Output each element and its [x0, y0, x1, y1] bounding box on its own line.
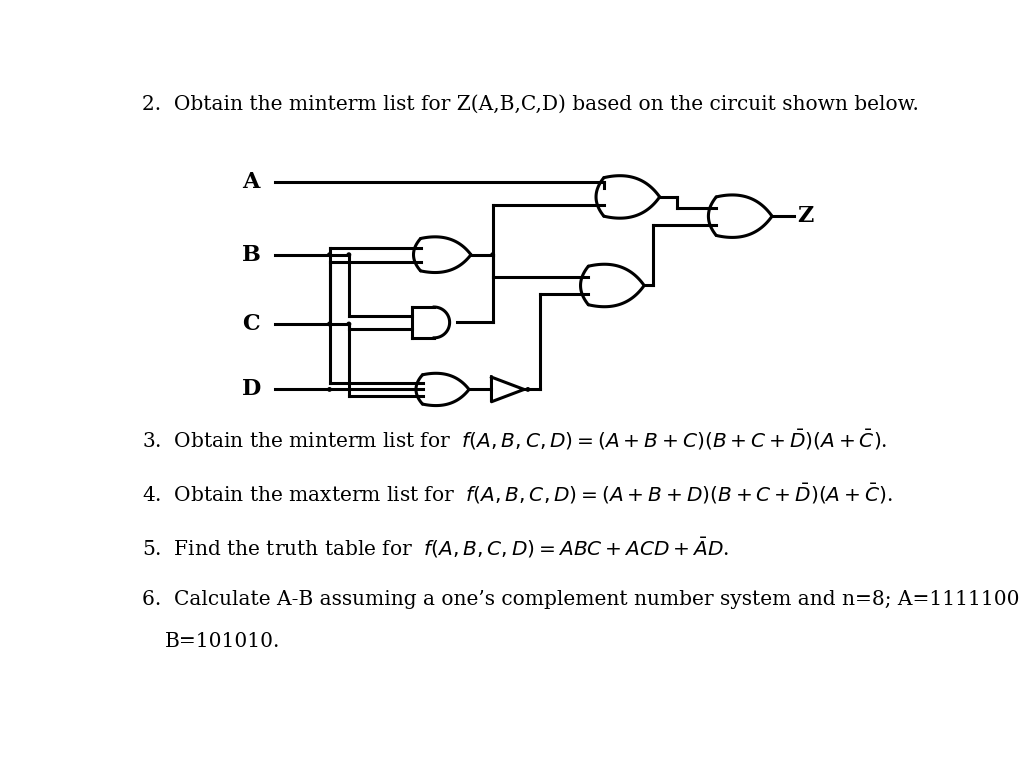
- Circle shape: [526, 388, 529, 391]
- Circle shape: [347, 322, 350, 325]
- Text: D: D: [242, 379, 261, 400]
- Circle shape: [347, 253, 350, 256]
- Circle shape: [490, 253, 495, 256]
- Circle shape: [328, 388, 331, 391]
- Text: 5.  Find the truth table for  $f(A,B,C,D) = ABC+ACD+\bar{A}D$.: 5. Find the truth table for $f(A,B,C,D) …: [142, 536, 729, 560]
- Text: B: B: [242, 244, 261, 266]
- Text: A: A: [242, 171, 259, 193]
- Circle shape: [328, 322, 331, 325]
- Text: 2.  Obtain the minterm list for Z(A,B,C,D) based on the circuit shown below.: 2. Obtain the minterm list for Z(A,B,C,D…: [142, 94, 919, 114]
- Text: C: C: [242, 313, 259, 335]
- Text: 3.  Obtain the minterm list for  $f(A,B,C,D) = (A+B+C)(B+C+\bar{D})(A+\bar{C})$.: 3. Obtain the minterm list for $f(A,B,C,…: [142, 428, 888, 452]
- Text: Z: Z: [797, 205, 813, 227]
- Text: 4.  Obtain the maxterm list for  $f(A,B,C,D) = (A+B+D)(B+C+\bar{D})(A+\bar{C})$.: 4. Obtain the maxterm list for $f(A,B,C,…: [142, 482, 893, 506]
- Circle shape: [328, 253, 331, 256]
- Text: 6.  Calculate A-B assuming a one’s complement number system and n=8; A=1111100 a: 6. Calculate A-B assuming a one’s comple…: [142, 590, 1024, 609]
- Text: B=101010.: B=101010.: [165, 632, 281, 651]
